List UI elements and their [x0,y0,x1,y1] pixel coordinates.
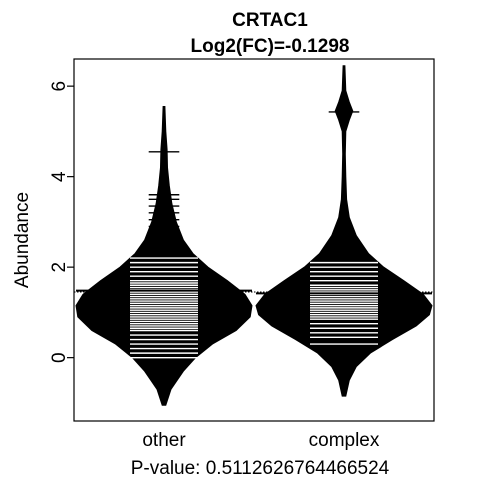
y-axis-label: Abundance [12,192,33,288]
y-tick-label-1: 2 [49,262,70,273]
chart-subtitle: Log2(FC)=-0.1298 [191,36,350,57]
x-tick-label-other: other [142,430,186,451]
chart-title: CRTAC1 [232,10,308,31]
x-tick-label-complex: complex [309,430,380,451]
x-axis-label: P-value: 0.5112626764466524 [131,458,390,479]
plot-area: other complex 0 2 4 6 [49,58,435,451]
y-tick-label-2: 4 [49,171,70,182]
y-tick-label-3: 6 [49,81,70,92]
y-tick-label-0: 0 [49,352,70,363]
plot-frame [73,58,435,422]
